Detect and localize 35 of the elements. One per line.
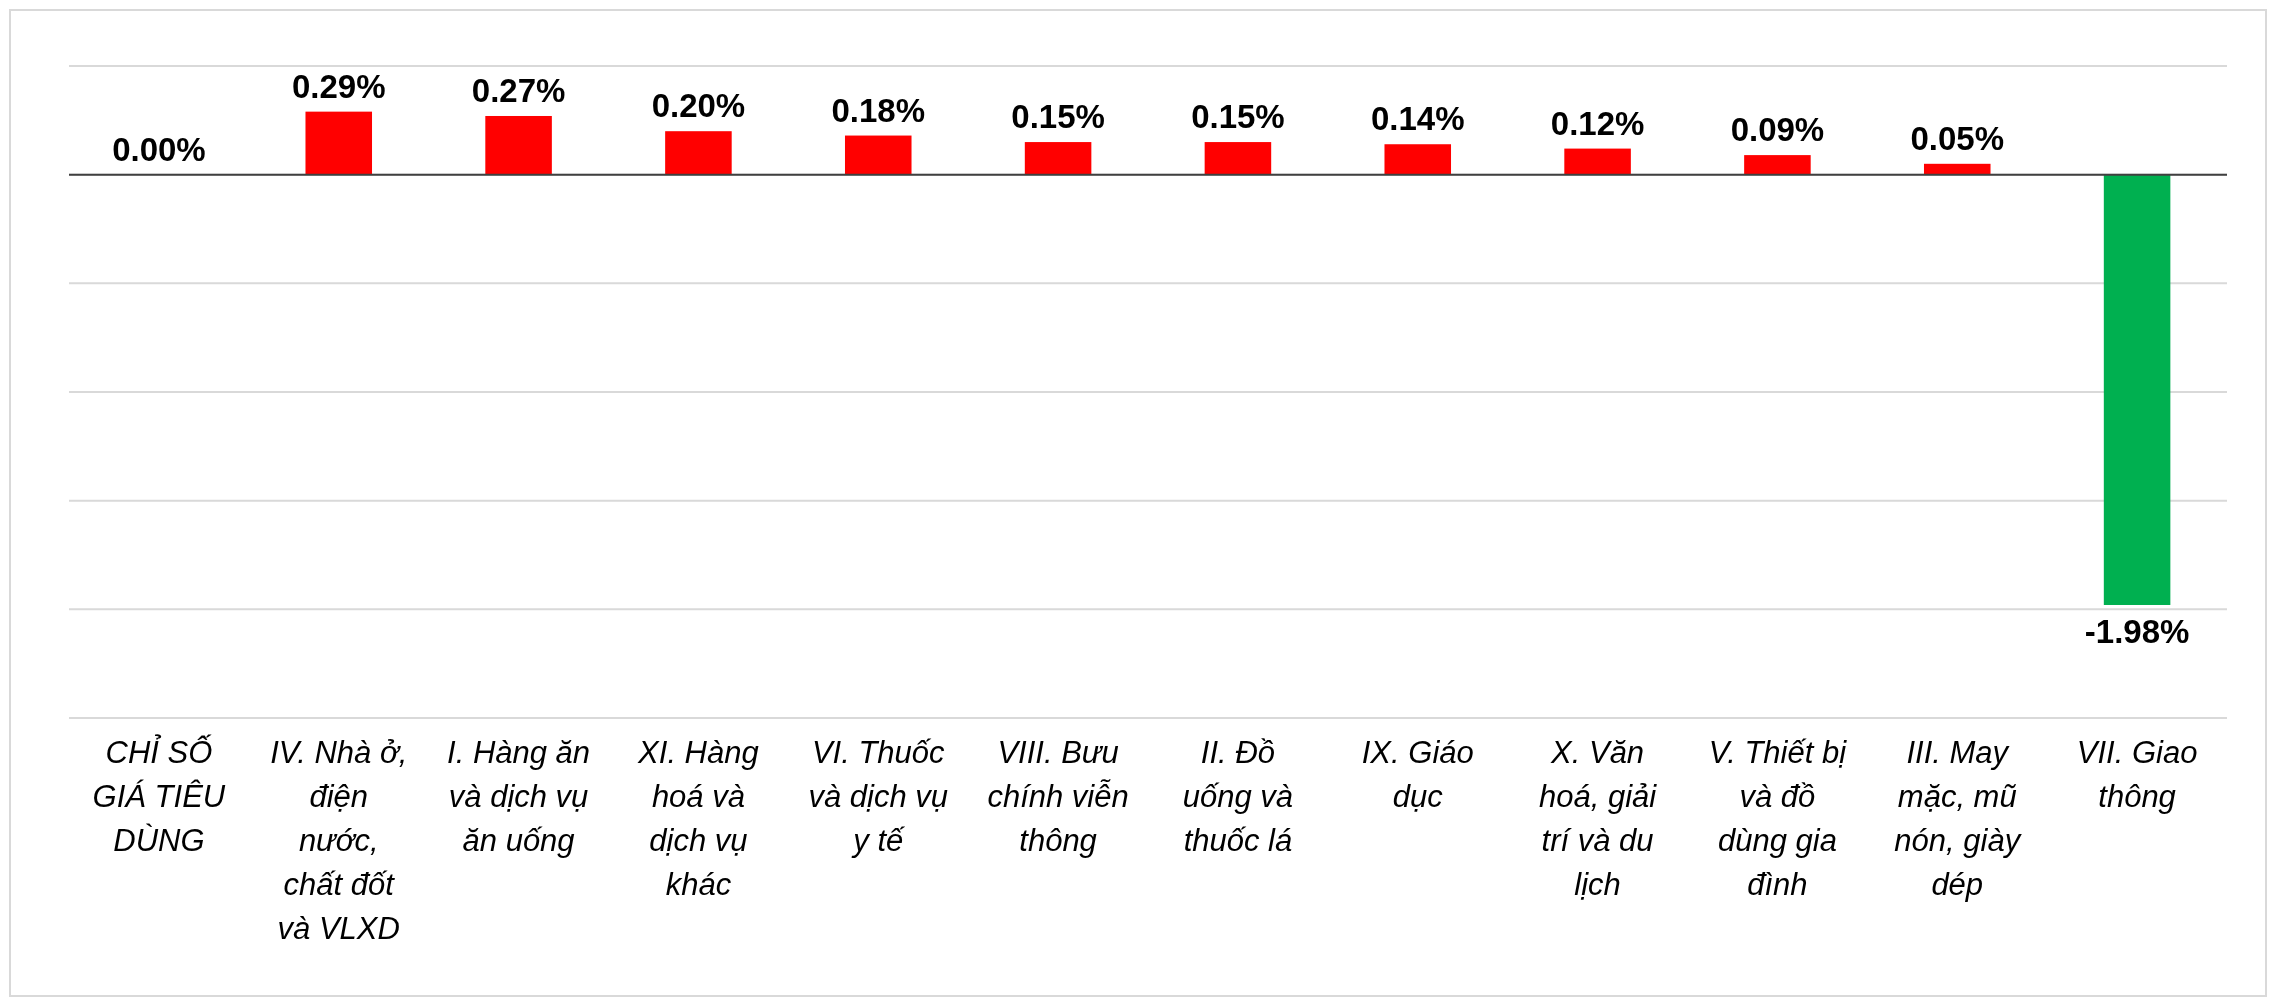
- x-tick-label: IV. Nhà ở, điện nước, chất đốt và VLXD: [270, 735, 408, 946]
- x-tick-label: IX. Giáo dục: [1361, 735, 1474, 814]
- data-label: 0.20%: [651, 87, 746, 125]
- bar: [1384, 144, 1452, 175]
- data-label: 0.29%: [291, 67, 386, 105]
- bar: [1564, 148, 1631, 175]
- bar: [1204, 142, 1272, 175]
- data-label: 0.00%: [112, 130, 206, 168]
- x-tick-label: II. Đồ uống và thuốc lá: [1182, 735, 1294, 858]
- bar: [1923, 163, 1991, 175]
- bar: [2103, 174, 2171, 605]
- x-tick-label: I. Hàng ăn và dịch vụ ăn uống: [447, 735, 591, 858]
- x-tick-label: CHỈ SỐ GIÁ TIÊU DÙNG: [92, 734, 226, 858]
- data-label: 0.12%: [1550, 104, 1645, 142]
- bar: [1024, 142, 1092, 175]
- data-label: 0.09%: [1730, 111, 1825, 149]
- x-tick-label: VI. Thuốc và dịch vụ y tế: [808, 735, 949, 858]
- data-label: -1.98%: [2084, 612, 2190, 650]
- data-label: 0.27%: [471, 71, 566, 109]
- bar: [485, 115, 552, 175]
- bar: [1744, 155, 1811, 175]
- data-label: 0.18%: [831, 91, 926, 129]
- bar: [844, 135, 912, 175]
- x-tick-label: XI. Hàng hoá và dịch vụ khác: [637, 735, 759, 902]
- bar: [305, 111, 373, 175]
- x-tick-label: V. Thiết bị và đồ dùng gia đình: [1708, 735, 1848, 902]
- x-tick-label: VII. Giao thông: [2076, 735, 2198, 814]
- data-label: 0.05%: [1910, 119, 2005, 157]
- x-tick-label: X. Văn hoá, giải trí và du lịch: [1538, 735, 1658, 902]
- data-label: 0.14%: [1370, 100, 1465, 138]
- data-label: 0.15%: [1191, 98, 1285, 136]
- x-tick-label: III. May mặc, mũ nón, giày dép: [1894, 735, 2023, 902]
- data-label: 0.15%: [1011, 98, 1105, 136]
- bar: [665, 131, 732, 175]
- x-tick-label: VIII. Bưu chính viễn thông: [987, 735, 1129, 858]
